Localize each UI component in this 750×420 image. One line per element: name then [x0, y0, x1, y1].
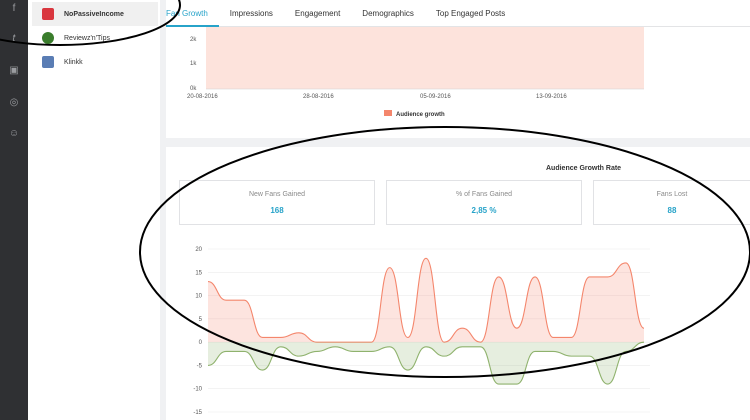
facebook-icon[interactable]: f: [12, 3, 16, 14]
account-item[interactable]: NoPassiveIncome: [32, 2, 158, 26]
account-item[interactable]: Klinkk: [32, 50, 182, 74]
y-tick-label: 1k: [190, 61, 197, 67]
group-icon[interactable]: ☺: [8, 128, 20, 139]
stat-label: % of Fans Gained: [455, 191, 513, 198]
tab-fan-growth[interactable]: Fan Growth: [166, 0, 219, 27]
account-name: NoPassiveIncome: [64, 10, 124, 18]
x-tick-label: 13-09-2016: [536, 94, 567, 100]
stat-value: 168: [270, 206, 284, 215]
y-tick-label: 5: [199, 317, 203, 323]
y-tick-label: 10: [195, 294, 202, 300]
y-tick-label: 20: [195, 247, 202, 253]
stat-value: 2,85 %: [471, 206, 497, 215]
y-tick-label: 15: [195, 270, 202, 276]
account-avatar: [42, 8, 54, 20]
x-tick-label: 05-09-2016: [420, 94, 451, 100]
tab-impressions[interactable]: Impressions: [229, 9, 273, 18]
instagram-icon[interactable]: ◎: [9, 97, 19, 108]
audience-growth-chart: 2k 1k 0k 20-08-2016 28-08-2016 05-09-201…: [187, 27, 644, 118]
growth-rate-card: Audience Growth Rate New Fans Gained 168…: [166, 147, 750, 420]
stat-fans-lost: Fans Lost 88: [593, 180, 750, 225]
legend-swatch: [384, 110, 392, 116]
stat-label: Fans Lost: [656, 191, 688, 198]
fan-growth-card: Fan Growth Impressions Engagement Demogr…: [166, 0, 750, 138]
account-list: NoPassiveIncome Reviewz'n'Tips Klinkk: [28, 0, 160, 420]
account-item[interactable]: Reviewz'n'Tips: [32, 26, 182, 50]
rate-title: Audience Growth Rate: [546, 165, 622, 172]
y-tick-label: 0: [199, 340, 203, 346]
series-area: [208, 342, 644, 385]
x-tick-label: 20-08-2016: [187, 94, 218, 100]
account-name: Reviewz'n'Tips: [64, 34, 110, 42]
series-area: [208, 258, 644, 343]
stat-value: 88: [667, 206, 677, 215]
tab-bar: Fan Growth Impressions Engagement Demogr…: [166, 0, 750, 27]
stat-new-fans: New Fans Gained 168: [179, 180, 375, 225]
account-name: Klinkk: [64, 58, 83, 66]
y-tick-label: 2k: [190, 37, 197, 43]
y-tick-label: -15: [193, 410, 202, 416]
tab-top-engaged-posts[interactable]: Top Engaged Posts: [435, 9, 506, 18]
legend-label: Audience growth: [396, 112, 445, 118]
growth-rate-chart: 20 15 10 5 0 -5 -10 -15: [193, 247, 650, 416]
tab-demographics[interactable]: Demographics: [362, 9, 414, 18]
twitter-icon[interactable]: 𝑡: [12, 33, 16, 44]
tab-engagement[interactable]: Engagement: [294, 9, 341, 18]
y-tick-label: -10: [193, 387, 202, 393]
stat-label: New Fans Gained: [248, 191, 306, 198]
x-tick-label: 28-08-2016: [303, 94, 334, 100]
account-avatar: [42, 56, 54, 68]
y-tick-label: -5: [197, 363, 203, 369]
account-avatar: [42, 32, 54, 44]
linkedin-icon[interactable]: ▣: [9, 65, 19, 76]
y-tick-label: 0k: [190, 86, 197, 92]
social-rail: f 𝑡 ▣ ◎ ☺: [0, 0, 28, 420]
growth-area: [206, 27, 644, 89]
stat-percent-gained: % of Fans Gained 2,85 %: [386, 180, 582, 225]
